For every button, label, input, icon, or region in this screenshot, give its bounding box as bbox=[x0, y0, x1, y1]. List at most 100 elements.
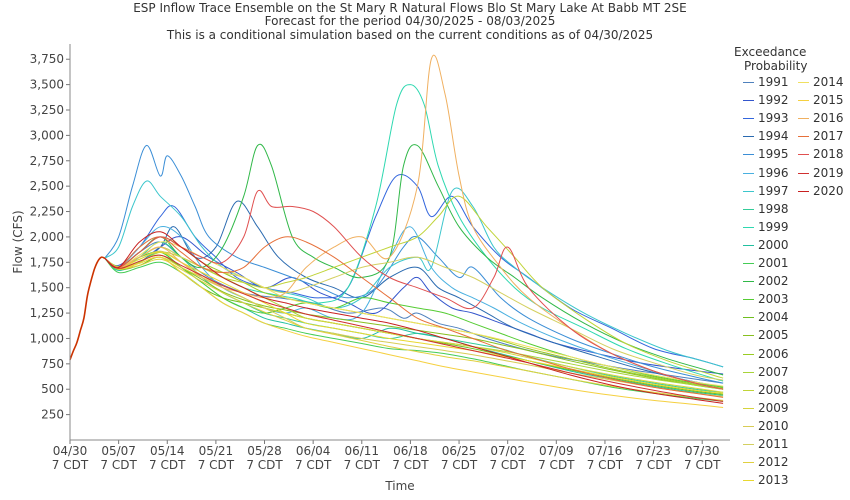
legend-label: 1994 bbox=[758, 129, 789, 144]
legend-label: 2016 bbox=[813, 111, 844, 126]
legend-swatch bbox=[798, 82, 809, 83]
x-tick-sublabel: 7 CDT bbox=[489, 458, 526, 472]
x-tick-label: 04/30 bbox=[53, 444, 88, 458]
legend-swatch bbox=[743, 371, 754, 373]
legend-label: 2018 bbox=[813, 147, 844, 162]
legend-label: 2011 bbox=[758, 437, 789, 451]
legend-item-2008: 2008 bbox=[743, 383, 789, 397]
legend-swatch bbox=[743, 444, 754, 445]
legend-item-2010: 2010 bbox=[743, 419, 789, 433]
legend-item-2006: 2006 bbox=[743, 347, 789, 361]
legend-swatch bbox=[798, 118, 809, 120]
chart-subtitle-period: Forecast for the period 04/30/2025 - 08/… bbox=[264, 14, 556, 28]
y-tick-label: 2,750 bbox=[30, 154, 64, 168]
x-tick-label: 07/23 bbox=[636, 444, 671, 458]
legend-title: Exceedance bbox=[734, 45, 807, 59]
legend-label: 2005 bbox=[758, 328, 789, 343]
legend-label: 1995 bbox=[758, 147, 789, 162]
legend-item-2015: 2015 bbox=[798, 93, 844, 107]
legend-item-1993: 1993 bbox=[743, 111, 789, 125]
x-tick-label: 07/16 bbox=[588, 444, 623, 458]
series-line-2015 bbox=[104, 256, 724, 408]
x-tick-label: 05/07 bbox=[101, 444, 136, 458]
y-tick-label: 2,250 bbox=[30, 205, 64, 219]
y-tick-label: 3,250 bbox=[30, 103, 64, 117]
series-line-2012 bbox=[104, 257, 724, 401]
x-tick-sublabel: 7 CDT bbox=[441, 458, 478, 472]
legend-label: 2013 bbox=[758, 473, 789, 488]
x-axis-label: Time bbox=[384, 479, 414, 493]
legend-item-2018: 2018 bbox=[798, 147, 844, 161]
legend-swatch bbox=[743, 480, 754, 482]
y-tick-label: 250 bbox=[41, 408, 64, 422]
x-tick-label: 07/09 bbox=[539, 444, 574, 458]
legend-swatch bbox=[798, 172, 809, 174]
legend-item-2011: 2011 bbox=[743, 437, 789, 451]
series-line-2009 bbox=[104, 256, 724, 393]
legend-swatch bbox=[743, 462, 754, 464]
legend-item-2014: 2014 bbox=[798, 75, 844, 89]
legend-swatch bbox=[798, 154, 809, 156]
legend-item-2012: 2012 bbox=[743, 455, 789, 469]
legend-item-1995: 1995 bbox=[743, 147, 789, 161]
x-tick-sublabel: 7 CDT bbox=[684, 458, 721, 472]
x-tick-sublabel: 7 CDT bbox=[149, 458, 186, 472]
x-tick-sublabel: 7 CDT bbox=[52, 458, 89, 472]
legend-swatch bbox=[743, 100, 754, 102]
legend-swatch bbox=[743, 317, 754, 319]
y-tick-label: 2,500 bbox=[30, 179, 64, 193]
legend-swatch bbox=[743, 208, 754, 210]
y-tick-label: 2,000 bbox=[30, 230, 64, 244]
legend-item-2007: 2007 bbox=[743, 365, 789, 379]
legend-swatch bbox=[743, 263, 754, 264]
legend-item-1997: 1997 bbox=[743, 184, 789, 198]
y-tick-label: 750 bbox=[41, 357, 64, 371]
legend-item-2004: 2004 bbox=[743, 310, 789, 324]
legend-label: 2001 bbox=[758, 256, 789, 270]
legend-swatch bbox=[743, 407, 754, 409]
x-tick-sublabel: 7 CDT bbox=[100, 458, 137, 472]
legend-item-2001: 2001 bbox=[743, 256, 789, 270]
legend-label: 2015 bbox=[813, 93, 844, 108]
legend-item-1992: 1992 bbox=[743, 93, 789, 107]
x-tick-label: 05/21 bbox=[199, 444, 234, 458]
y-tick-label: 1,750 bbox=[30, 255, 64, 269]
plot-lines bbox=[69, 54, 724, 408]
x-tick-sublabel: 7 CDT bbox=[392, 458, 429, 472]
y-axis-label: Flow (CFS) bbox=[11, 210, 25, 273]
legend-label: 1993 bbox=[758, 111, 789, 126]
legend-swatch bbox=[743, 190, 754, 192]
legend-swatch bbox=[743, 335, 754, 337]
legend-item-2003: 2003 bbox=[743, 292, 789, 306]
x-tick-sublabel: 7 CDT bbox=[295, 458, 332, 472]
legend-swatch bbox=[743, 154, 754, 156]
legend-item-2005: 2005 bbox=[743, 328, 789, 342]
legend-label: 1992 bbox=[758, 93, 789, 108]
legend-item-1991: 1991 bbox=[743, 75, 789, 89]
legend-label: 1997 bbox=[758, 183, 789, 198]
legend-label: 2014 bbox=[813, 75, 844, 89]
legend-label: 2012 bbox=[758, 455, 789, 470]
legend-item-1996: 1996 bbox=[743, 166, 789, 180]
chart-subtitle-conditions: This is a conditional simulation based o… bbox=[166, 28, 654, 42]
y-tick-label: 500 bbox=[41, 382, 64, 396]
legend-label: 2009 bbox=[758, 400, 789, 415]
legend-item-2020: 2020 bbox=[798, 184, 844, 198]
y-tick-label: 3,000 bbox=[30, 128, 64, 142]
legend-item-2009: 2009 bbox=[743, 401, 789, 415]
chart-title: ESP Inflow Trace Ensemble on the St Mary… bbox=[133, 1, 687, 15]
legend-label: 2019 bbox=[813, 165, 844, 180]
x-tick-label: 06/11 bbox=[344, 444, 379, 458]
legend-item-2013: 2013 bbox=[743, 473, 789, 487]
series-line-2019 bbox=[104, 254, 724, 402]
x-tick-label: 05/14 bbox=[150, 444, 185, 458]
y-tick-label: 3,750 bbox=[30, 52, 64, 66]
legend-item-2000: 2000 bbox=[743, 238, 789, 252]
legend-label: 2008 bbox=[758, 382, 789, 397]
legend-swatch bbox=[743, 389, 754, 391]
x-tick-label: 06/25 bbox=[442, 444, 477, 458]
x-tick-label: 07/30 bbox=[685, 444, 720, 458]
legend-swatch bbox=[743, 244, 754, 246]
legend-swatch bbox=[743, 82, 754, 83]
y-tick-label: 1,000 bbox=[30, 331, 64, 345]
